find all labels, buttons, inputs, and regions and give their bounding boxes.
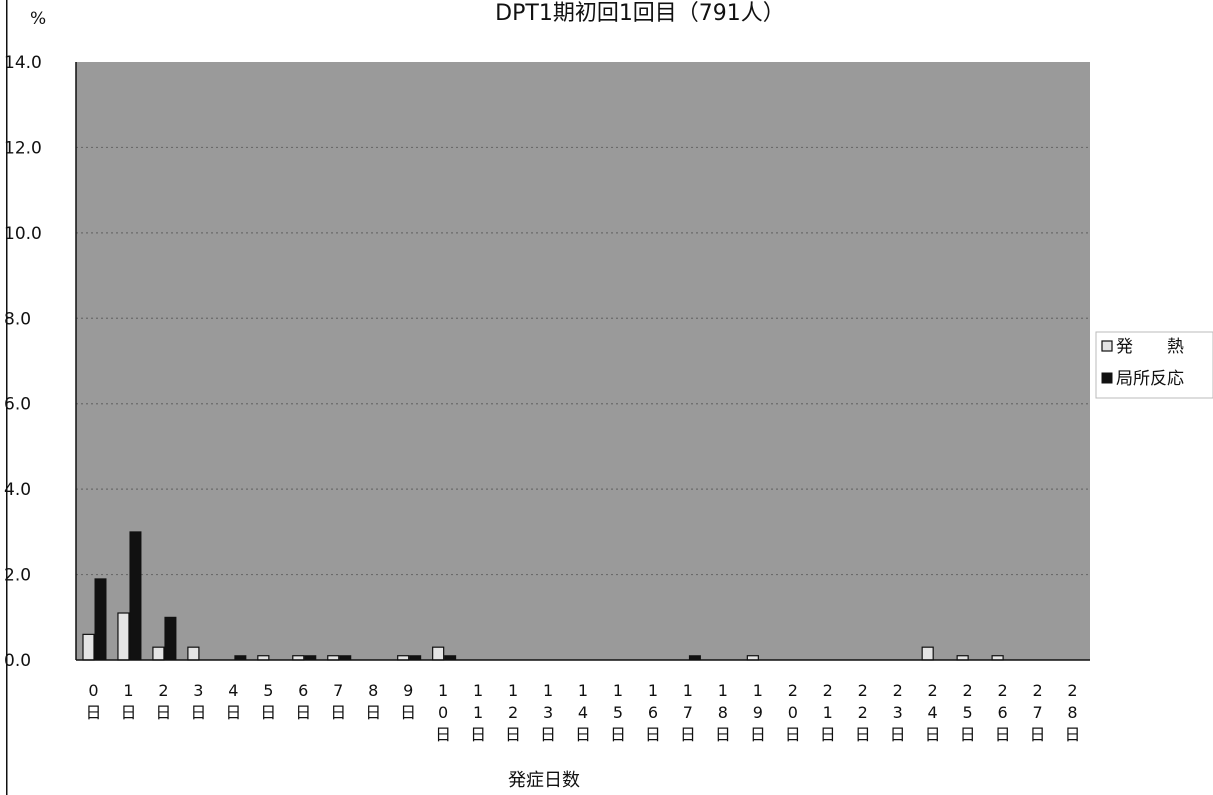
y-tick-label: 6.0 bbox=[4, 395, 31, 415]
legend-label-local: 局所反応 bbox=[1116, 369, 1184, 389]
plot-area bbox=[76, 62, 1090, 660]
bar-fever bbox=[152, 646, 165, 661]
grid-lines bbox=[76, 146, 1090, 576]
y-tick-label: 4.0 bbox=[4, 480, 31, 500]
y-tick-label: 10.0 bbox=[4, 224, 42, 244]
bar-fever bbox=[187, 646, 200, 661]
y-tick-label: 12.0 bbox=[4, 138, 42, 158]
bar-local bbox=[164, 616, 177, 661]
x-axis-label: 発症日数 bbox=[508, 770, 580, 791]
bar-fever bbox=[82, 633, 95, 661]
bar-fever bbox=[432, 646, 445, 661]
bar-local bbox=[129, 531, 142, 661]
bar-fever bbox=[117, 612, 130, 661]
legend: 発 熱 局所反応 bbox=[1095, 331, 1213, 399]
bar-fever bbox=[921, 646, 934, 661]
y-axis-ticks: 0.0 2.0 4.0 6.0 8.0 10.0 12.0 14.0 bbox=[4, 53, 42, 671]
legend-swatch-fever bbox=[1101, 340, 1113, 352]
y-tick-label: 2.0 bbox=[4, 566, 31, 586]
bar-local bbox=[94, 578, 107, 661]
y-unit-label: % bbox=[30, 9, 46, 29]
y-tick-label: 14.0 bbox=[4, 53, 42, 73]
chart-title: DPT1期初回1回目（791人） bbox=[495, 1, 785, 26]
legend-box bbox=[1095, 331, 1213, 399]
y-tick-label: 8.0 bbox=[4, 309, 31, 329]
left-frame-line bbox=[6, 0, 8, 795]
legend-swatch-local bbox=[1101, 372, 1113, 384]
y-tick-label: 0.0 bbox=[4, 651, 31, 671]
x-axis-categories: 0 日 1 日 2 日 3 日 4 日 5 日 6 日 7 日 8 日 9 日 1 0 日 1 1 日 1 2 日 1 3 日 1 4 日 1 5 日 1 6… bbox=[85, 681, 1080, 744]
legend-label-fever: 発 熱 bbox=[1116, 337, 1184, 357]
